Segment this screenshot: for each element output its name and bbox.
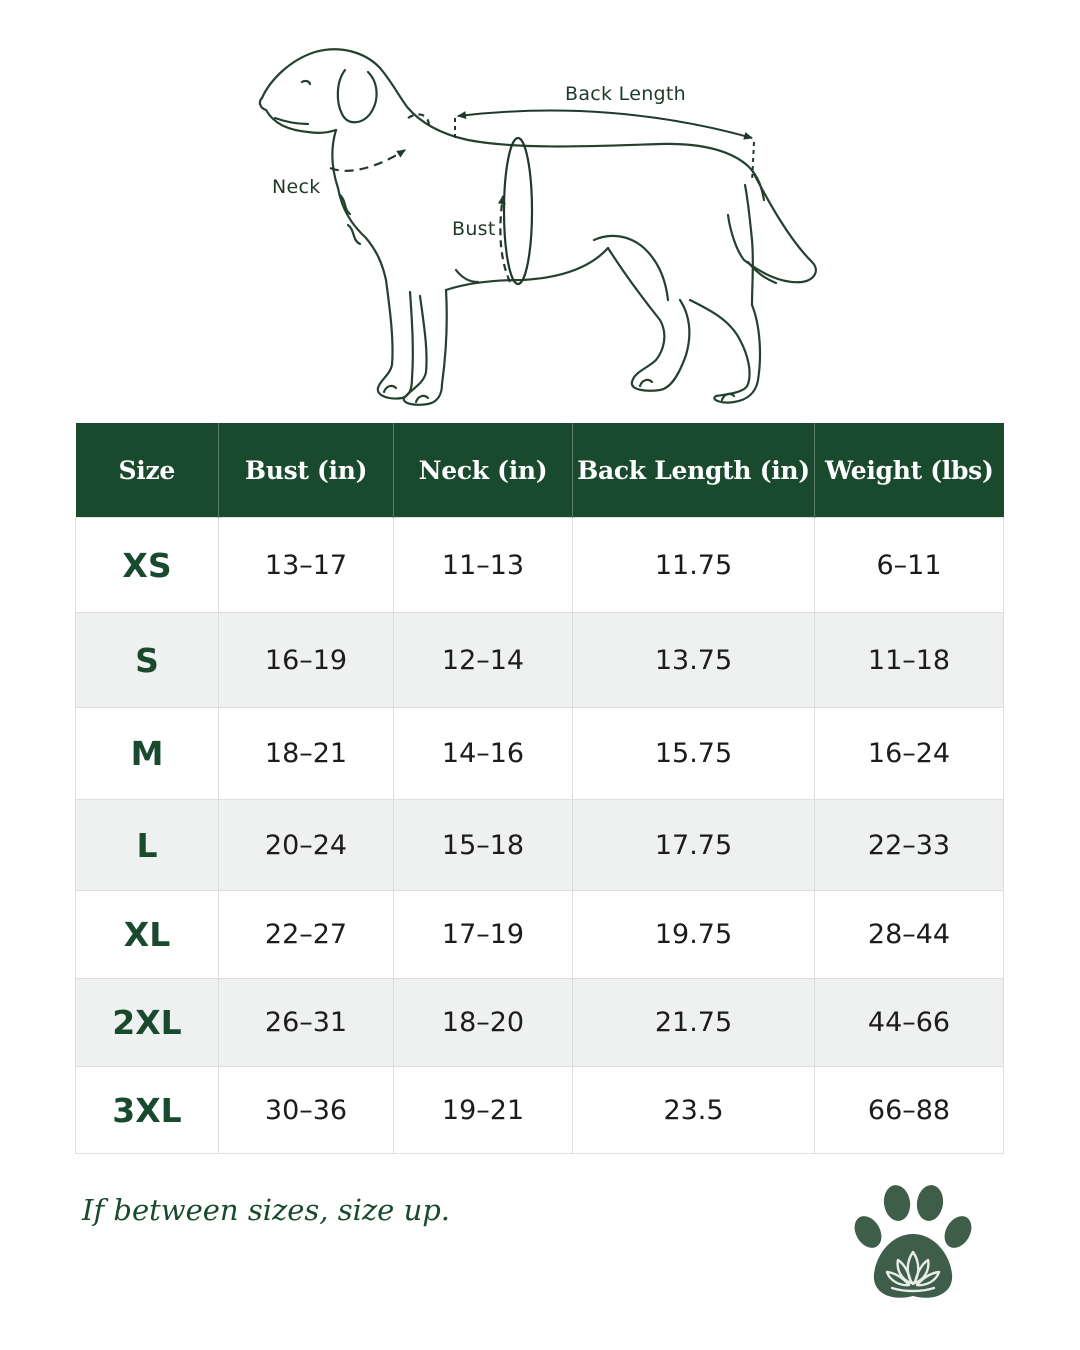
weight-cell: 16–24: [814, 707, 1004, 800]
back-length-cell: 13.75: [572, 612, 815, 708]
bust-cell: 20–24: [218, 799, 394, 891]
neck-cell: 12–14: [393, 612, 573, 708]
bust-cell: 22–27: [218, 890, 394, 979]
weight-cell: 28–44: [814, 890, 1004, 979]
table-row: 2XL 26–31 18–20 21.75 44–66: [75, 978, 1004, 1067]
size-table: Size Bust (in) Neck (in) Back Length (in…: [75, 423, 1004, 1154]
bust-label: Bust: [452, 218, 496, 240]
neck-cell: 15–18: [393, 799, 573, 891]
neck-measure: [329, 113, 430, 172]
bust-cell: 18–21: [218, 707, 394, 800]
table-header-row: Size Bust (in) Neck (in) Back Length (in…: [75, 423, 1004, 518]
size-cell: XL: [75, 890, 219, 979]
neck-cell: 19–21: [393, 1066, 573, 1154]
bust-cell: 30–36: [218, 1066, 394, 1154]
weight-cell: 6–11: [814, 517, 1004, 613]
weight-cell: 44–66: [814, 978, 1004, 1067]
back-length-label: Back Length: [565, 83, 686, 105]
dog-measurement-diagram: Back Length Neck Bust: [0, 0, 1080, 420]
table-row: M 18–21 14–16 15.75 16–24: [75, 707, 1004, 800]
dog-outline: [258, 48, 817, 406]
size-cell: 2XL: [75, 978, 219, 1067]
size-cell: S: [75, 612, 219, 708]
back-length-cell: 17.75: [572, 799, 815, 891]
weight-cell: 22–33: [814, 799, 1004, 891]
bust-measure: [497, 136, 534, 286]
table-row: L 20–24 15–18 17.75 22–33: [75, 799, 1004, 891]
bust-cell: 26–31: [218, 978, 394, 1067]
header-bust: Bust (in): [218, 423, 394, 518]
bust-cell: 16–19: [218, 612, 394, 708]
weight-cell: 66–88: [814, 1066, 1004, 1154]
back-length-cell: 21.75: [572, 978, 815, 1067]
size-cell: 3XL: [75, 1066, 219, 1154]
neck-cell: 11–13: [393, 517, 573, 613]
header-back-length: Back Length (in): [572, 423, 815, 518]
header-weight: Weight (lbs): [814, 423, 1004, 518]
sizing-note: If between sizes, size up.: [82, 1193, 451, 1227]
back-length-measure: [454, 109, 755, 183]
neck-cell: 17–19: [393, 890, 573, 979]
header-size: Size: [75, 423, 219, 518]
back-length-cell: 15.75: [572, 707, 815, 800]
back-length-cell: 23.5: [572, 1066, 815, 1154]
neck-cell: 14–16: [393, 707, 573, 800]
table-row: XL 22–27 17–19 19.75 28–44: [75, 890, 1004, 979]
header-neck: Neck (in): [393, 423, 573, 518]
size-cell: XS: [75, 517, 219, 613]
back-length-cell: 19.75: [572, 890, 815, 979]
neck-label: Neck: [272, 176, 321, 198]
back-length-cell: 11.75: [572, 517, 815, 613]
size-cell: M: [75, 707, 219, 800]
neck-cell: 18–20: [393, 978, 573, 1067]
table-row: S 16–19 12–14 13.75 11–18: [75, 612, 1004, 708]
weight-cell: 11–18: [814, 612, 1004, 708]
table-row: XS 13–17 11–13 11.75 6–11: [75, 517, 1004, 613]
size-cell: L: [75, 799, 219, 891]
paw-lotus-icon: [850, 1182, 975, 1304]
table-row: 3XL 30–36 19–21 23.5 66–88: [75, 1066, 1004, 1154]
bust-cell: 13–17: [218, 517, 394, 613]
